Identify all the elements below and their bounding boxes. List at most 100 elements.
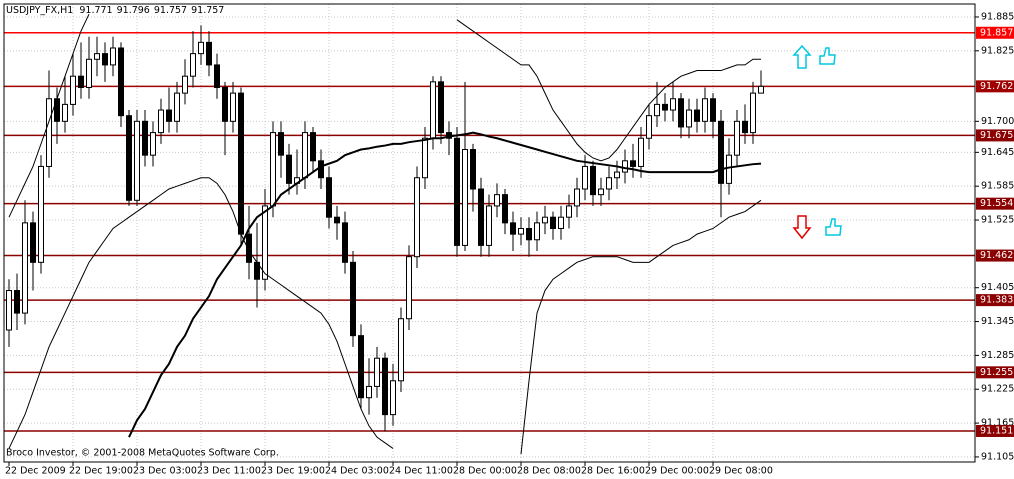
candle-body xyxy=(214,64,220,88)
candle-body xyxy=(134,120,140,201)
candle-body xyxy=(518,227,524,235)
level-label-box xyxy=(976,294,1014,307)
y-tick-label: 91.645 xyxy=(981,147,1014,158)
candle-body xyxy=(358,335,364,399)
candle-body xyxy=(150,132,156,156)
candle-body xyxy=(574,188,580,207)
candle-body xyxy=(166,109,172,122)
candle-body xyxy=(590,165,596,196)
header-high: 91.796 xyxy=(117,5,150,16)
candle-body xyxy=(702,98,708,122)
y-tick-label: 91.405 xyxy=(981,282,1014,293)
candle-body xyxy=(182,75,188,94)
candle-body xyxy=(430,81,436,139)
candle-body xyxy=(494,194,500,207)
indicator-line xyxy=(520,199,762,455)
buy-signal xyxy=(792,44,836,69)
level-label: 91.462 xyxy=(980,250,1013,261)
x-tick-label: 23 Dec 03:00 xyxy=(133,466,197,477)
candle-body xyxy=(406,256,412,320)
candle-body xyxy=(230,92,236,122)
candle-body xyxy=(206,41,212,66)
x-tick-label: 22 Dec 19:00 xyxy=(69,466,133,477)
candle-body xyxy=(758,85,764,94)
level-label-box xyxy=(976,249,1014,262)
indicator-line xyxy=(8,177,394,449)
level-label-box xyxy=(976,424,1014,437)
candle-body xyxy=(38,165,44,263)
x-tick-label: 28 Dec 16:00 xyxy=(581,466,645,477)
candle-body xyxy=(30,222,36,263)
level-label: 91.762 xyxy=(980,81,1013,92)
level-label: 91.151 xyxy=(980,425,1013,436)
candle-body xyxy=(102,53,108,66)
candle-body xyxy=(62,103,68,122)
candle-body xyxy=(718,120,724,184)
candle-body xyxy=(622,160,628,173)
chart-title: USDJPY_FX,H1 91.771 91.796 91.757 91.757 xyxy=(6,5,224,16)
level-label-box xyxy=(976,80,1014,93)
candle-body xyxy=(566,205,572,218)
candle-body xyxy=(398,318,404,382)
candle-body xyxy=(686,109,692,128)
candle-body xyxy=(318,160,324,179)
candle-body xyxy=(638,137,644,167)
indicator-line xyxy=(8,13,90,218)
candle-body xyxy=(22,222,28,314)
candle-body xyxy=(286,154,292,184)
candle-body xyxy=(86,58,92,88)
x-tick-label: 23 Dec 11:00 xyxy=(197,466,261,477)
y-tick-label: 91.525 xyxy=(981,215,1014,226)
candle-body xyxy=(678,98,684,128)
x-tick-label: 24 Dec 03:00 xyxy=(325,466,389,477)
candle-body xyxy=(726,154,732,184)
x-tick-label: 22 Dec 2009 xyxy=(5,466,66,477)
candle-body xyxy=(158,109,164,134)
candle-body xyxy=(734,120,740,156)
candle-body xyxy=(478,188,484,246)
level-label: 91.857 xyxy=(980,27,1013,38)
level-label: 91.675 xyxy=(980,130,1013,141)
candle-body xyxy=(118,47,124,117)
level-label: 91.383 xyxy=(980,295,1013,306)
y-tick-label: 91.825 xyxy=(981,45,1014,56)
candle-body xyxy=(334,216,340,224)
candle-body xyxy=(110,47,116,66)
candle-body xyxy=(94,53,100,60)
sell-signal xyxy=(792,215,842,240)
candle-body xyxy=(550,216,556,229)
candle-body xyxy=(382,357,388,416)
candle-body xyxy=(6,290,12,331)
axis: 91.885 91.825 91.700 91.645 91.585 91.525 91.4… xyxy=(5,11,1014,477)
x-tick-label: 29 Dec 08:00 xyxy=(709,466,773,477)
candle-body xyxy=(54,98,60,122)
candle-body xyxy=(526,227,532,241)
candle-body xyxy=(470,149,476,190)
candle-body xyxy=(14,290,20,314)
candle-body xyxy=(614,171,620,179)
y-tick-label: 91.885 xyxy=(981,11,1014,22)
x-tick-label: 29 Dec 00:00 xyxy=(645,466,709,477)
candle-body xyxy=(174,92,180,122)
symbol: USDJPY_FX,H1 xyxy=(6,5,73,16)
candle-body xyxy=(750,92,756,134)
y-tick-label: 91.225 xyxy=(981,384,1014,395)
level-label-box xyxy=(976,366,1014,379)
candle-body xyxy=(670,98,676,111)
candle-body xyxy=(302,132,308,179)
candle-body xyxy=(710,98,716,122)
header-low: 91.757 xyxy=(154,5,187,16)
candle-body xyxy=(366,385,372,399)
candle-body xyxy=(654,103,660,117)
candle-body xyxy=(462,149,468,246)
level-label-box xyxy=(976,197,1014,210)
candle-body xyxy=(606,177,612,190)
candle-body xyxy=(694,109,700,122)
candle-body xyxy=(454,137,460,246)
copyright: Broco Investor, © 2001-2008 MetaQuotes S… xyxy=(6,448,279,459)
candle-body xyxy=(534,222,540,241)
x-tick-label: 23 Dec 19:00 xyxy=(261,466,325,477)
candle-body xyxy=(630,160,636,167)
candle-body xyxy=(598,188,604,196)
